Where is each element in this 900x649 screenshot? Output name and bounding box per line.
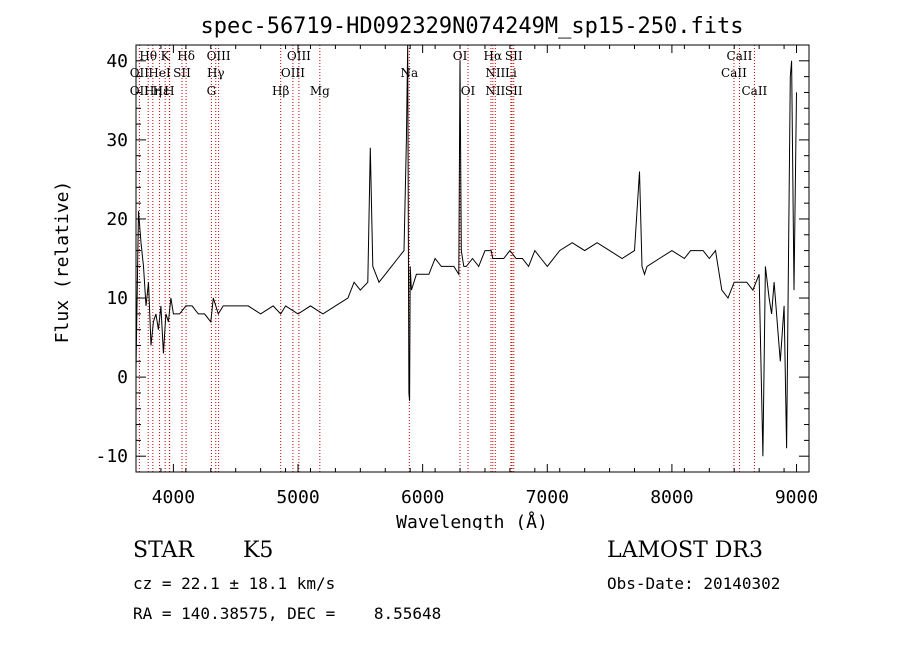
reference-lines [138,45,755,472]
object-class: STAR [133,538,194,563]
redshift-cz: cz = 22.1 ± 18.1 km/s [133,574,336,593]
survey-name: LAMOST DR3 [607,538,763,563]
line-label-14: OIII [281,66,305,80]
x-tick-label-5: 9000 [775,487,818,508]
observation-date: Obs-Date: 20140302 [607,574,781,593]
line-label-12: G [207,84,217,98]
line-label-4: Hδ [177,49,195,63]
line-label-7: Hε [153,84,170,98]
line-label-11: Hγ [207,66,225,80]
y-tick-label-3: 20 [106,209,128,230]
x-tick-label-4: 8000 [650,487,693,508]
line-label-21: SII [505,49,523,63]
chart-title: spec-56719-HD092329N074249M_sp15-250.fit… [200,14,743,39]
x-tick-label-3: 7000 [526,487,569,508]
x-tick-label-0: 4000 [152,487,195,508]
x-axis: 4000 5000 6000 7000 8000 9000 [135,45,818,508]
x-tick-label-2: 6000 [401,487,444,508]
line-label-13: OIII [287,49,311,63]
line-label-19: OI [461,84,476,98]
line-label-18: OI [453,49,468,63]
line-label-28: CaII [741,84,767,98]
plot-frame [135,44,810,473]
x-axis-label: Wavelength (Å) [396,511,548,530]
line-label-20: Hα [484,49,503,63]
line-label-25: SII [505,84,523,98]
spectrum-line [135,44,797,457]
line-label-15: Hβ [272,84,289,98]
y-tick-label-4: 30 [106,130,128,151]
line-label-1: OII [130,66,150,80]
line-label-6: SII [173,66,191,80]
line-label-17: Na [400,66,418,80]
line-label-24: NII [485,84,505,98]
line-label-2: OII [130,84,150,98]
y-tick-label-1: 0 [117,367,128,388]
line-label-22: NII [485,66,505,80]
line-label-8: H [164,84,174,98]
line-label-5: HeI [148,66,171,80]
line-label-23: Li [505,66,517,80]
coordinates: RA = 140.38575, DEC = 8.55648 [133,604,442,623]
line-label-3: K [161,49,171,63]
y-tick-label-0: -10 [95,446,128,467]
line-label-27: CaII [721,66,747,80]
line-label-9: Hη [144,84,162,98]
x-tick-label-1: 5000 [276,487,319,508]
y-axis-label: Flux (relative) [52,181,73,344]
line-label-16: Mg [310,84,330,98]
y-axis: -10 0 10 20 30 40 [95,51,809,467]
y-tick-label-5: 40 [106,51,128,72]
line-label-10: OIII [207,49,231,63]
spectrum-chart: spec-56719-HD092329N074249M_sp15-250.fit… [52,14,818,530]
line-label-26: CaII [727,49,753,63]
line-label-0: Hθ [139,49,157,63]
object-subclass: K5 [243,538,274,563]
y-tick-label-2: 10 [106,288,128,309]
